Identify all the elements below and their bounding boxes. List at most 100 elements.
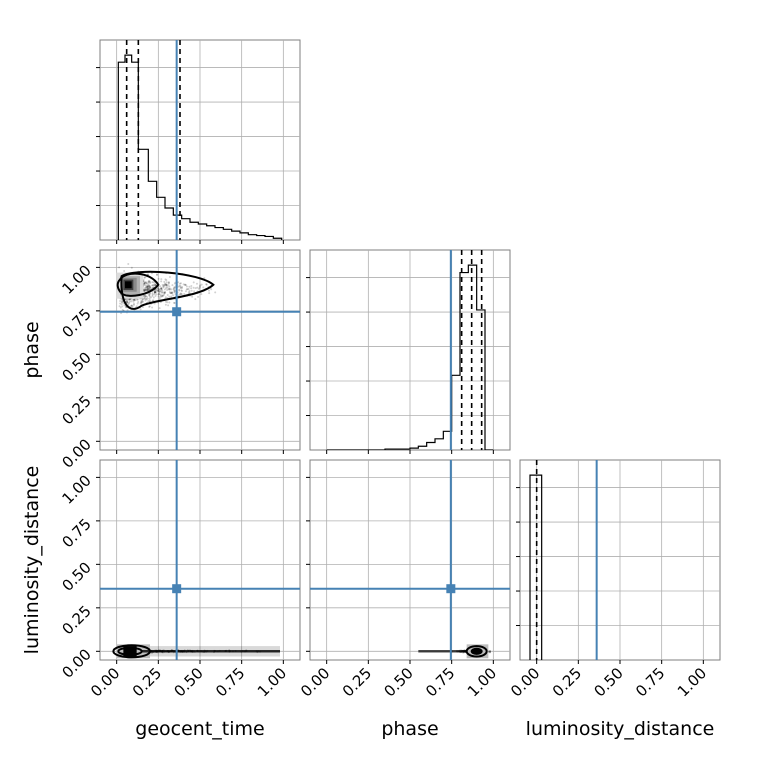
scatter-point (157, 289, 160, 292)
scatter-point (154, 294, 157, 297)
scatter-point (161, 294, 164, 297)
scatter-point (158, 292, 161, 295)
scatter-point (149, 280, 152, 283)
scatter-point (180, 293, 183, 296)
scatter-point (143, 290, 146, 293)
scatter-point (159, 288, 162, 291)
scatter-point (171, 292, 174, 295)
scatter-point (153, 291, 156, 294)
scatter-point (163, 282, 166, 285)
scatter-point (136, 302, 139, 305)
scatter-point (139, 301, 142, 304)
scatter-point (164, 303, 167, 306)
scatter-point (157, 287, 160, 290)
scatter-point (127, 302, 130, 305)
scatter-point (181, 286, 184, 289)
y-tick-label: 1.00 (58, 261, 94, 297)
scatter-point (197, 295, 200, 298)
scatter-point (169, 291, 172, 294)
scatter-point (168, 287, 171, 290)
scatter-point (123, 304, 126, 307)
scatter-point (134, 299, 137, 302)
x-tick-label: 0.25 (549, 664, 585, 700)
marginal-panel-geocent_time (100, 40, 300, 240)
x-tick-label: 0.00 (297, 664, 333, 700)
scatter-point (167, 304, 170, 307)
scatter-point (161, 283, 164, 286)
scatter-point (139, 308, 142, 311)
scatter-point (147, 280, 150, 283)
scatter-point (188, 289, 191, 292)
scatter-point (165, 279, 168, 282)
scatter-point (157, 288, 160, 291)
scatter-point (170, 291, 173, 294)
scatter-point (179, 286, 182, 289)
contour-inner (470, 647, 483, 655)
scatter-point (172, 289, 175, 292)
scatter-point (128, 300, 131, 303)
scatter-point (163, 291, 166, 294)
scatter-point (143, 289, 146, 292)
scatter-point (148, 294, 151, 297)
scatter-point (168, 287, 171, 290)
scatter-point (130, 304, 133, 307)
scatter-point (127, 263, 130, 266)
scatter-point (173, 289, 176, 292)
scatter-point (144, 295, 147, 298)
scatter-point (160, 287, 163, 290)
scatter-point (157, 293, 160, 296)
scatter-point (146, 285, 149, 288)
scatter-point (163, 283, 166, 286)
scatter-point (168, 291, 171, 294)
scatter-point (145, 282, 148, 285)
scatter-point (153, 283, 156, 286)
scatter-point (183, 293, 186, 296)
scatter-point (147, 285, 150, 288)
scatter-point (121, 308, 124, 311)
scatter-point (161, 294, 164, 297)
scatter-point (159, 285, 162, 288)
scatter-point (164, 296, 167, 299)
scatter-point (144, 286, 147, 289)
scatter-point (118, 305, 121, 308)
scatter-point (489, 651, 491, 654)
y-tick-label: 0.00 (58, 645, 94, 681)
scatter-point (126, 301, 129, 304)
scatter-point (179, 292, 182, 295)
scatter-point (143, 289, 146, 292)
scatter-point (197, 287, 200, 290)
scatter-point (173, 301, 176, 304)
scatter-point (120, 300, 123, 303)
scatter-point (190, 289, 193, 292)
scatter-point (173, 291, 176, 294)
scatter-point (154, 284, 157, 287)
scatter-point (130, 304, 133, 307)
scatter-point (182, 283, 185, 286)
x-tick-label: 1.00 (674, 664, 710, 700)
scatter-point (151, 306, 154, 309)
scatter-point (144, 289, 147, 292)
scatter-point (178, 282, 181, 285)
scatter-point (489, 650, 491, 653)
scatter-point (119, 302, 122, 305)
scatter-point (178, 285, 181, 288)
scatter-point (126, 301, 129, 304)
scatter-point (152, 296, 155, 299)
scatter-point (489, 649, 491, 652)
scatter-point (152, 299, 155, 302)
scatter-point (132, 302, 135, 305)
y-tick-label: 0.25 (58, 392, 94, 428)
scatter-point (179, 282, 182, 285)
y-tick-label: 1.00 (58, 471, 94, 507)
scatter-point (168, 285, 171, 288)
scatter-point (164, 283, 167, 286)
scatter-point (192, 286, 195, 289)
scatter-point (167, 281, 170, 284)
scatter-point (168, 295, 171, 298)
scatter-point (140, 299, 143, 302)
scatter-point (147, 287, 150, 290)
scatter-point (143, 288, 146, 291)
scatter-point (143, 289, 146, 292)
scatter-point (172, 294, 175, 297)
scatter-point (184, 283, 187, 286)
